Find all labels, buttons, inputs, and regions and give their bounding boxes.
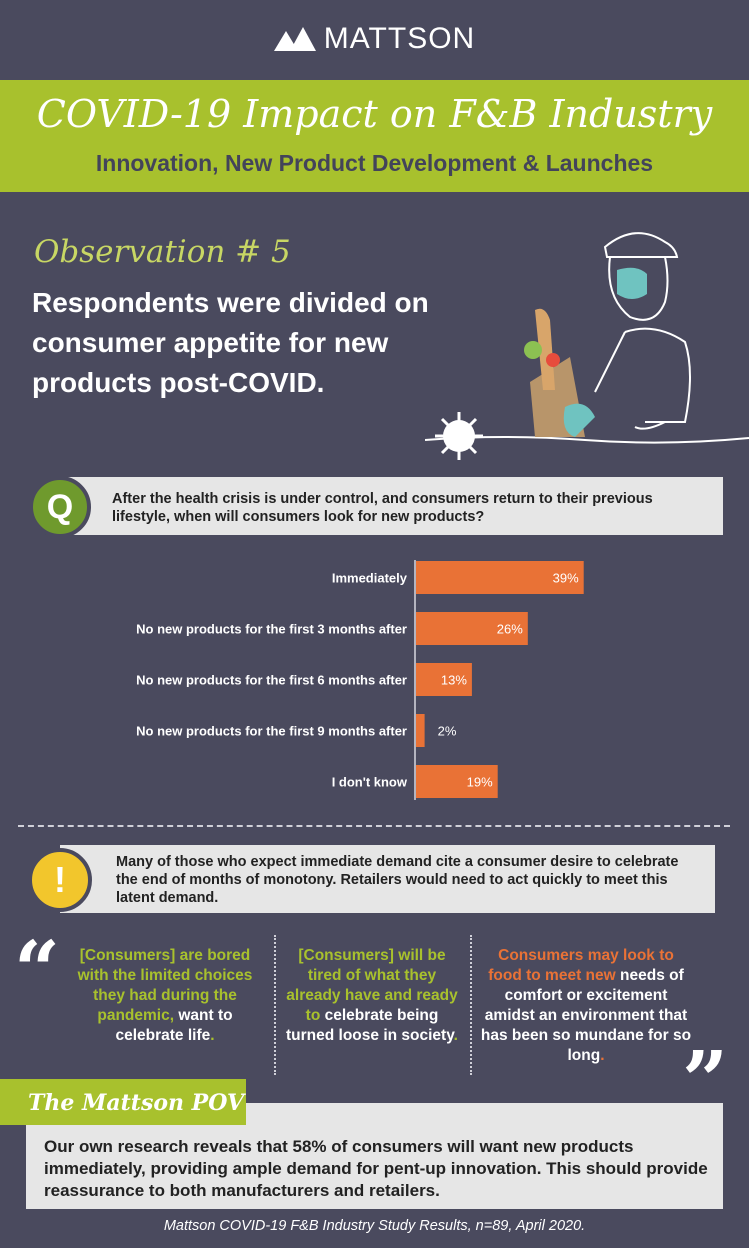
quote-3-part-b: needs of comfort or excitement amidst an…	[480, 967, 692, 1064]
bar-2	[416, 663, 472, 696]
category-label-4: I don't know	[332, 775, 408, 790]
value-label-4: 19%	[467, 775, 493, 790]
quote-3: Consumers may look to food to meet new n…	[480, 946, 692, 1066]
quote-2-part-a: [Consumers] will be tired of what they a…	[286, 947, 458, 1024]
question-badge: Q	[29, 476, 91, 538]
mattson-logo-icon	[273, 27, 316, 51]
quote-1: [Consumers] are bored with the limited c…	[74, 946, 256, 1046]
quote-1-part-b: want to celebrate life	[115, 1007, 233, 1044]
quote-2-part-b: celebrate being turned loose in society	[286, 1007, 454, 1044]
pov-text: Our own research reveals that 58% of con…	[44, 1137, 708, 1200]
insight-box	[60, 845, 715, 913]
bar-3	[416, 714, 425, 747]
brand-name: MATTSON	[323, 22, 476, 55]
quote-separator	[470, 935, 472, 1075]
quote-3-part-a: Consumers may look to food to meet new	[488, 947, 674, 984]
category-label-0: Immediately	[332, 571, 408, 586]
quote-1-part-c: .	[210, 1027, 215, 1044]
value-label-1: 26%	[497, 622, 523, 637]
grocery-shopper-illustration	[425, 232, 749, 460]
virus-icon	[435, 412, 483, 460]
section-divider	[18, 825, 730, 827]
category-label-2: No new products for the first 6 months a…	[136, 673, 407, 688]
bar-0	[416, 561, 584, 594]
brand-logo: MATTSON	[0, 22, 749, 56]
observation-headline: Respondents were divided on consumer app…	[32, 287, 429, 398]
value-label-0: 39%	[553, 571, 579, 586]
pov-title: The Mattson POV	[28, 1090, 245, 1116]
category-label-3: No new products for the first 9 months a…	[136, 724, 407, 739]
footer-source: Mattson COVID-19 F&B Industry Study Resu…	[163, 1218, 586, 1234]
quote-3-part-c: .	[600, 1047, 605, 1064]
quote-2-part-c: .	[453, 1027, 458, 1044]
bar-4	[416, 765, 498, 798]
page-title: COVID-19 Impact on F&B Industry	[36, 92, 713, 136]
value-label-2: 13%	[441, 673, 467, 688]
face-mask-icon	[617, 267, 647, 299]
insight-text: Many of those who expect immediate deman…	[116, 854, 679, 906]
category-label-1: No new products for the first 3 months a…	[136, 622, 407, 637]
question-box	[60, 477, 723, 535]
title-banner	[0, 80, 749, 192]
question-text: After the health crisis is under control…	[112, 491, 653, 525]
quote-2: [Consumers] will be tired of what they a…	[284, 946, 460, 1046]
open-quote-icon: “	[14, 923, 61, 1017]
bar-1	[416, 612, 528, 645]
value-label-3: 2%	[438, 724, 457, 739]
pov-tab	[0, 1079, 246, 1125]
quote-1-part-a: [Consumers] are bored with the limited c…	[77, 947, 253, 1024]
responses-bar-chart: Immediately 39% No new products for the fi…	[136, 560, 584, 800]
quote-separator	[274, 935, 276, 1075]
insight-badge: !	[28, 848, 92, 912]
observation-label: Observation # 5	[34, 234, 291, 270]
page-subtitle: Innovation, New Product Development & La…	[95, 150, 654, 176]
